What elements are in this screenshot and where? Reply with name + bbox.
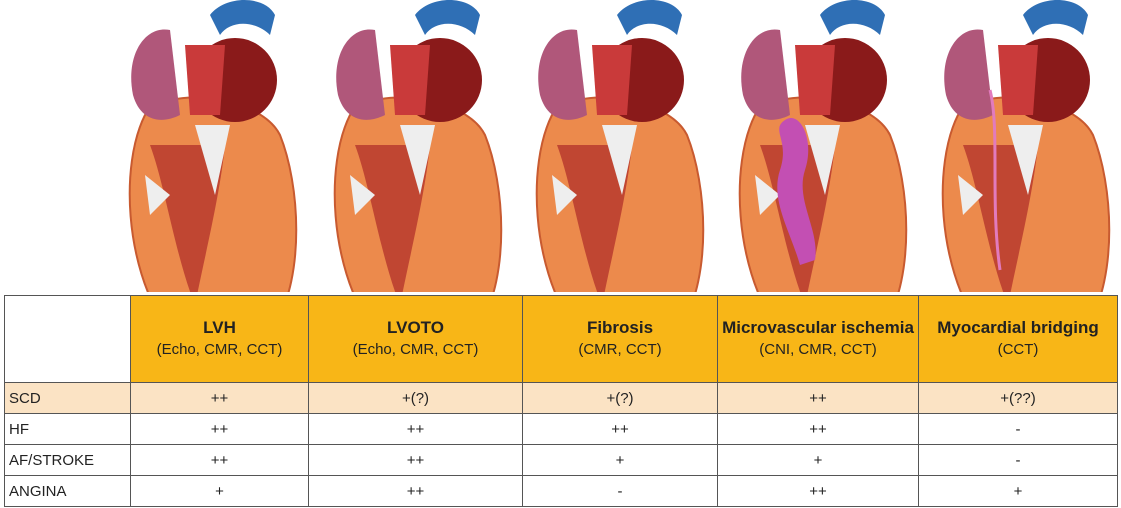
table-cell: ++ — [130, 444, 309, 476]
row-label: SCD — [4, 382, 131, 414]
column-name: Microvascular ischemia — [722, 318, 914, 337]
column-header: LVOTO (Echo, CMR, CCT) — [308, 295, 523, 383]
table-body: SCD ++ +(?) +(?) ++ +(??) HF ++ ++ ++ ++ - AF/STROKE… — [4, 382, 1118, 507]
table-row: SCD ++ +(?) +(?) ++ +(??) — [4, 382, 1118, 414]
column-header: Myocardial bridging (CCT) — [918, 295, 1118, 383]
heart — [738, 0, 908, 292]
column-name: Fibrosis — [586, 318, 654, 337]
column-name: Myocardial bridging — [937, 318, 1099, 337]
column-header: Fibrosis (CMR, CCT) — [522, 295, 718, 383]
column-methods: (Echo, CMR, CCT) — [156, 341, 283, 358]
corner-cell — [4, 295, 131, 383]
heart — [333, 0, 503, 292]
table-cell: ++ — [130, 413, 309, 445]
heart — [535, 0, 705, 292]
table-cell: - — [918, 444, 1118, 476]
row-label: AF/STROKE — [4, 444, 131, 476]
row-label: ANGINA — [4, 475, 131, 507]
column-header: LVH (Echo, CMR, CCT) — [130, 295, 309, 383]
row-label: HF — [4, 413, 131, 445]
table-cell: +(??) — [918, 382, 1118, 414]
column-name: LVOTO — [387, 318, 444, 337]
table-cell: ++ — [130, 382, 309, 414]
column-header: Microvascular ischemia (CNI, CMR, CCT) — [717, 295, 919, 383]
table-row: HF ++ ++ ++ ++ - — [4, 413, 1118, 445]
table-cell: ++ — [717, 413, 919, 445]
table-cell: ++ — [717, 475, 919, 507]
table-cell: ++ — [308, 475, 523, 507]
findings-table: LVH (Echo, CMR, CCT) LVOTO (Echo, CMR, CCT)… — [4, 295, 1118, 507]
table-cell: ++ — [717, 382, 919, 414]
table-cell: ++ — [308, 444, 523, 476]
table-cell: + — [918, 475, 1118, 507]
table-cell: + — [130, 475, 309, 507]
table-cell: +(?) — [308, 382, 523, 414]
table-cell: +(?) — [522, 382, 718, 414]
ischemia-highlight — [777, 118, 816, 265]
table-cell: - — [522, 475, 718, 507]
table-row: AF/STROKE ++ ++ + + - — [4, 444, 1118, 476]
table-cell: ++ — [308, 413, 523, 445]
table-cell: ++ — [522, 413, 718, 445]
table-cell: - — [918, 413, 1118, 445]
heart — [941, 0, 1111, 292]
header-row: LVH (Echo, CMR, CCT) LVOTO (Echo, CMR, CCT)… — [4, 295, 1118, 383]
bridging-highlight — [988, 89, 1002, 271]
column-methods: (CMR, CCT) — [578, 341, 662, 358]
column-methods: (CCT) — [997, 341, 1039, 358]
column-name: LVH — [203, 318, 236, 337]
heart-illustrations — [128, 0, 1111, 292]
column-methods: (Echo, CMR, CCT) — [352, 341, 479, 358]
table-row: ANGINA + ++ - ++ + — [4, 475, 1118, 507]
column-methods: (CNI, CMR, CCT) — [759, 341, 877, 358]
table-cell: + — [717, 444, 919, 476]
table-cell: + — [522, 444, 718, 476]
heart — [128, 0, 298, 292]
